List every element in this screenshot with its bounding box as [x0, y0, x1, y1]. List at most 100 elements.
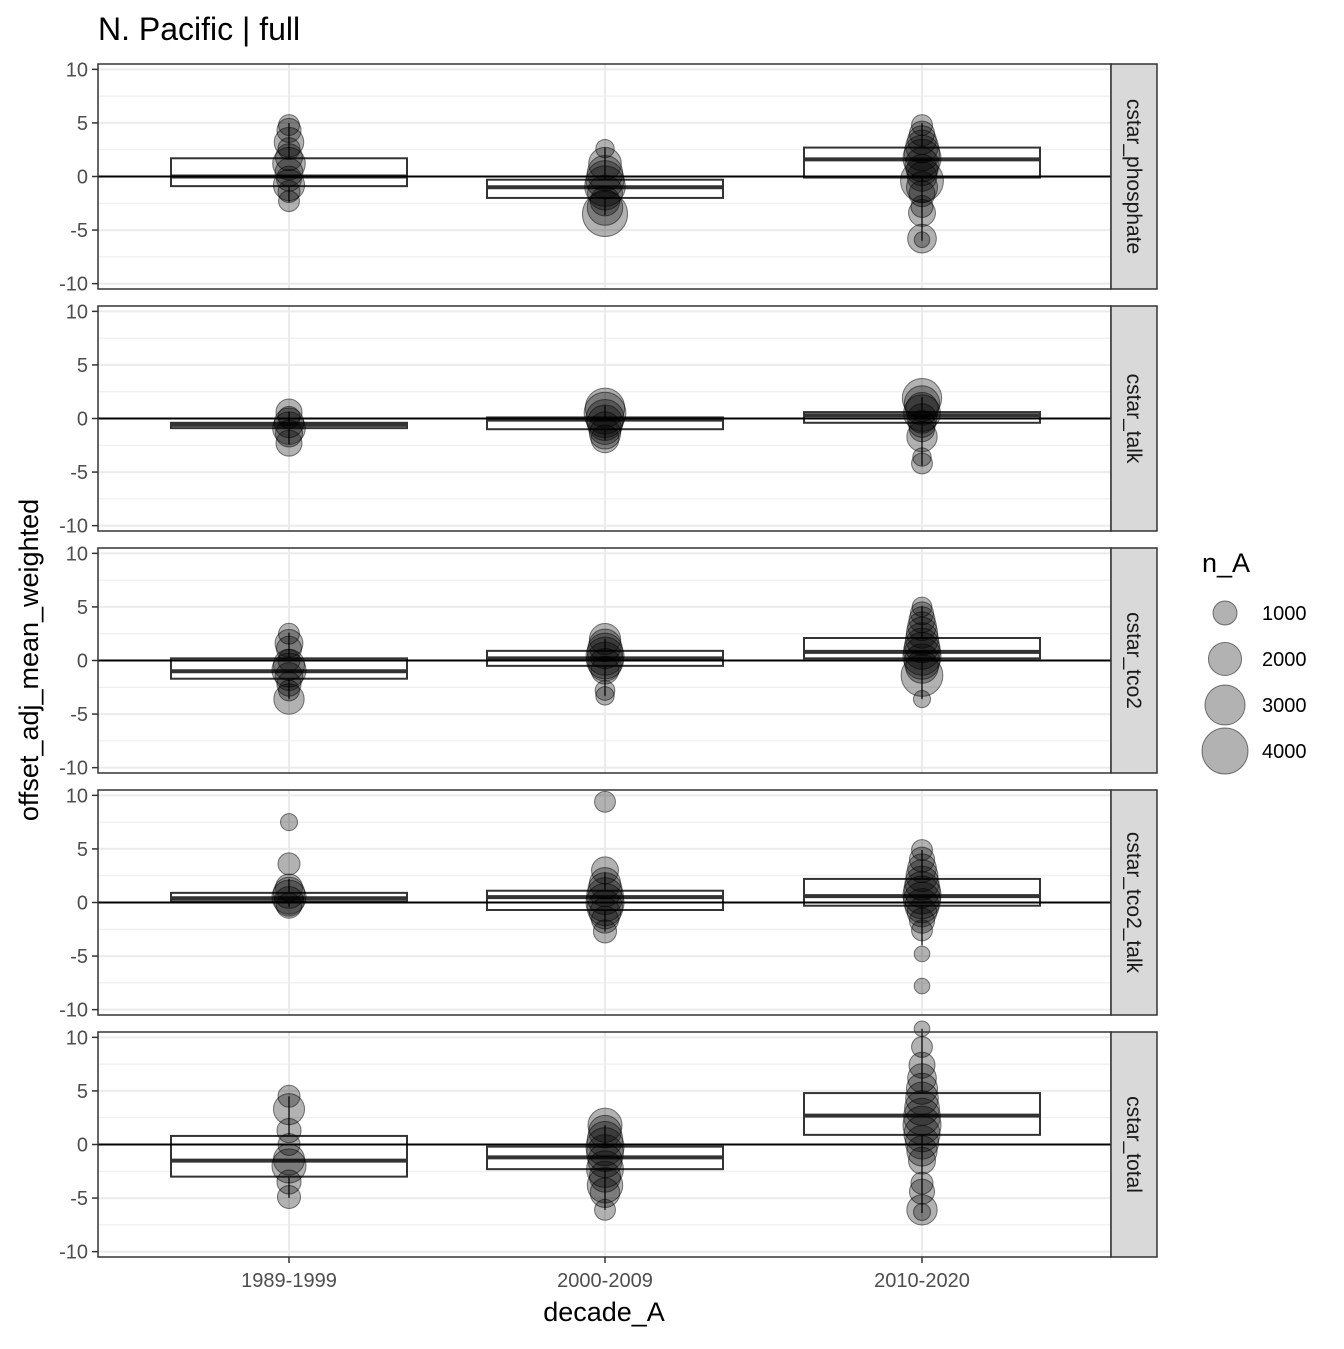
y-tick-label: 10 [66, 301, 88, 323]
y-tick-label: 0 [77, 893, 88, 915]
y-tick-label: 5 [77, 355, 88, 377]
data-point [911, 919, 933, 942]
data-point [906, 1194, 938, 1226]
legend-key [1207, 641, 1243, 677]
data-point [903, 134, 941, 172]
facet-strip [1110, 63, 1158, 290]
legend-key [1204, 684, 1246, 726]
data-point [277, 1084, 301, 1108]
data-point [271, 652, 307, 688]
legend-label: 3000 [1262, 695, 1307, 717]
data-point [905, 154, 939, 187]
data-point [584, 387, 626, 428]
legend-label: 4000 [1262, 741, 1307, 763]
y-tick-label: 0 [77, 1135, 88, 1157]
data-point [588, 897, 622, 930]
facet-strip [1110, 305, 1158, 532]
legend-label: 1000 [1262, 603, 1307, 625]
data-point [905, 392, 939, 426]
data-point [586, 889, 624, 927]
y-tick-label: -10 [59, 516, 88, 538]
facet-strip-label: cstar_talk [1122, 374, 1145, 464]
data-point [912, 1202, 932, 1222]
data-point [274, 628, 304, 658]
y-tick-label: 5 [77, 597, 88, 619]
y-tick-label: 0 [77, 167, 88, 189]
facet-panel: 10 5 0 -5 -10 cstar_phosphate [59, 59, 1158, 296]
y-axis-title: offset_adj_mean_weighted [14, 499, 44, 821]
data-point [902, 875, 942, 915]
facet-strip-label: cstar_phosphate [1122, 99, 1145, 254]
size-legend: n_A 1000 2000 3000 4000 [1201, 548, 1307, 775]
facet-strip-label: cstar_tco2 [1122, 612, 1145, 709]
data-point [908, 1146, 936, 1175]
data-point [275, 635, 303, 662]
data-point [586, 1134, 624, 1172]
y-tick-label: -10 [59, 1000, 88, 1022]
data-point [902, 138, 942, 178]
data-point [913, 231, 931, 248]
data-point [275, 419, 303, 448]
data-point [594, 790, 616, 813]
data-point [588, 417, 622, 450]
data-point [906, 1135, 938, 1167]
data-point [271, 1148, 307, 1184]
facet-panel: 10 5 0 -5 -10 cstar_tco2_talk [59, 785, 1158, 1022]
y-tick-label: 10 [66, 59, 88, 81]
data-point [907, 223, 937, 254]
data-point [273, 407, 305, 439]
box [170, 657, 408, 680]
data-point [912, 690, 932, 709]
y-tick-label: 0 [77, 651, 88, 673]
y-tick-label: -5 [70, 220, 88, 242]
data-point [274, 157, 304, 187]
facet-panel: 10 5 0 -5 -10 cstar_tco2 [59, 543, 1158, 780]
y-tick-label: 0 [77, 409, 88, 431]
chart-title: N. Pacific | full [98, 11, 300, 47]
facet-strip-label: cstar_total [1122, 1096, 1145, 1193]
data-point [905, 171, 939, 204]
data-point [913, 945, 931, 963]
data-point [586, 1150, 624, 1189]
data-point [908, 1178, 936, 1205]
data-point [905, 650, 939, 684]
data-point [278, 190, 300, 213]
data-point [906, 161, 938, 192]
data-point [588, 146, 622, 181]
data-point [275, 143, 303, 172]
data-point [910, 1171, 934, 1195]
data-point [276, 117, 302, 143]
facet-strip [1110, 789, 1158, 1016]
y-tick-label: 10 [66, 785, 88, 807]
y-tick-label: -10 [59, 1242, 88, 1264]
data-point [903, 1115, 941, 1153]
y-tick-label: 5 [77, 113, 88, 135]
y-tick-label: -10 [59, 758, 88, 780]
facet-strip [1110, 1031, 1158, 1258]
data-point [275, 892, 303, 919]
data-point [905, 1072, 939, 1105]
y-tick-label: 10 [66, 543, 88, 565]
x-axis-title: decade_A [543, 1297, 665, 1327]
facet-panel: 10 5 0 -5 -10 cstar_total [59, 1020, 1158, 1264]
data-point [272, 411, 306, 445]
y-tick-label: -10 [59, 274, 88, 296]
y-tick-label: 5 [77, 839, 88, 861]
data-point [277, 405, 301, 429]
y-tick-label: -5 [70, 462, 88, 484]
data-point [911, 452, 933, 475]
data-point [589, 185, 621, 217]
y-tick-label: -5 [70, 1188, 88, 1210]
x-tick-label: 2000-2009 [557, 1270, 653, 1292]
data-point [900, 654, 944, 697]
y-tick-label: 5 [77, 1081, 88, 1103]
data-point [587, 1107, 623, 1143]
data-point [275, 429, 303, 457]
data-point [904, 147, 940, 183]
data-point [912, 447, 932, 467]
data-point [273, 683, 305, 715]
facet-strip [1110, 547, 1158, 774]
data-point [908, 180, 936, 208]
data-point [907, 1063, 937, 1093]
